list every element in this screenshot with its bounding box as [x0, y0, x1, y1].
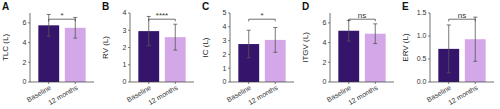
y-tick-label: 0.5	[417, 55, 427, 62]
y-tick-label: 4	[23, 39, 27, 46]
y-tick	[428, 59, 430, 60]
y-tick	[128, 30, 130, 31]
y-tick	[228, 54, 230, 55]
y-tick	[428, 36, 430, 37]
y-tick	[428, 82, 430, 83]
y-axis	[430, 13, 431, 82]
y-tick-label: 1	[123, 61, 127, 68]
significance-label: ns	[358, 11, 366, 20]
y-tick	[28, 62, 30, 63]
y-tick	[228, 68, 230, 69]
y-tick	[328, 42, 330, 43]
panel-label: B	[102, 1, 109, 12]
x-tick-label: 12 months	[447, 84, 479, 107]
plot-area	[338, 20, 385, 82]
y-tick	[328, 82, 330, 83]
plot-area	[238, 27, 285, 82]
error-bar	[247, 30, 251, 58]
y-tick	[28, 82, 30, 83]
error-bar	[473, 17, 477, 61]
y-tick-label: 0	[23, 78, 27, 85]
y-tick-label: 0	[123, 78, 127, 85]
x-tick-label: 12 months	[147, 84, 179, 107]
y-tick-label: 2	[123, 44, 127, 51]
y-tick	[228, 26, 230, 27]
plot-area	[138, 16, 185, 82]
panel: ns0.00.51.01.5Baseline12 monthsERV (L)E	[401, 1, 494, 106]
significance-label: *	[60, 11, 63, 20]
y-tick-label: 2	[323, 59, 327, 66]
x-axis	[130, 82, 194, 83]
y-axis-label: ERV (L)	[401, 33, 410, 62]
x-axis	[330, 82, 394, 83]
y-tick-label: 2	[223, 51, 227, 58]
x-tick-label: 12 months	[47, 84, 79, 107]
error-bar	[447, 25, 451, 73]
error-bar	[373, 24, 377, 44]
y-tick	[328, 22, 330, 23]
y-tick	[128, 47, 130, 48]
y-tick-label: 3	[123, 27, 127, 34]
y-tick	[228, 82, 230, 83]
y-tick	[228, 40, 230, 41]
panel-label: D	[302, 1, 309, 12]
panel: ****01234Baseline12 monthsRV (L)B	[101, 1, 194, 106]
panel-label: C	[202, 1, 209, 12]
y-tick-label: 4	[123, 9, 127, 16]
y-axis	[230, 13, 231, 82]
panel: *0246Baseline12 monthsTLC (L)A	[1, 1, 94, 106]
y-tick-label: 0.0	[417, 78, 427, 85]
error-bar	[273, 27, 277, 52]
y-tick-label: 2	[23, 59, 27, 66]
x-axis	[30, 82, 94, 83]
plot-area	[438, 17, 485, 82]
y-tick	[328, 62, 330, 63]
y-tick	[128, 13, 130, 14]
x-tick-label: 12 months	[247, 84, 279, 107]
y-tick-label: 1.0	[417, 32, 427, 39]
y-tick-label: 0	[223, 78, 227, 85]
error-bar	[47, 14, 51, 36]
panel-label: A	[2, 1, 9, 12]
y-axis-label: ITGV (L)	[301, 32, 310, 63]
x-axis	[230, 82, 294, 83]
y-tick	[228, 13, 230, 14]
panel-label: E	[402, 1, 409, 12]
error-bar	[347, 20, 351, 41]
y-axis-label: RV (L)	[101, 36, 110, 59]
y-tick-label: 4	[223, 23, 227, 30]
y-tick-label: 6	[23, 19, 27, 26]
y-tick-label: 1.5	[417, 9, 427, 16]
error-bar	[173, 24, 177, 50]
y-axis	[330, 13, 331, 82]
panel: *012345Baseline12 monthsIC (L)C	[201, 1, 294, 106]
y-tick	[28, 42, 30, 43]
y-axis	[30, 13, 31, 82]
y-tick-label: 0	[323, 78, 327, 85]
y-tick-label: 6	[323, 19, 327, 26]
y-axis-label: IC (L)	[201, 37, 210, 57]
significance-label: ns	[458, 11, 466, 20]
y-tick	[128, 64, 130, 65]
y-tick-label: 1	[223, 65, 227, 72]
y-tick	[428, 13, 430, 14]
y-tick-label: 3	[223, 37, 227, 44]
y-tick	[28, 22, 30, 23]
figure: *0246Baseline12 monthsTLC (L)A****01234B…	[0, 0, 500, 109]
y-tick	[128, 82, 130, 83]
x-tick-label: 12 months	[347, 84, 379, 107]
significance-label: ****	[156, 11, 168, 20]
significance-label: *	[260, 11, 263, 20]
panel: ns0246Baseline12 monthsITGV (L)D	[301, 1, 394, 106]
y-axis-label: TLC (L)	[1, 34, 10, 61]
plot-area	[38, 14, 85, 82]
y-tick-label: 4	[323, 39, 327, 46]
y-tick-label: 5	[223, 9, 227, 16]
x-axis	[430, 82, 494, 83]
